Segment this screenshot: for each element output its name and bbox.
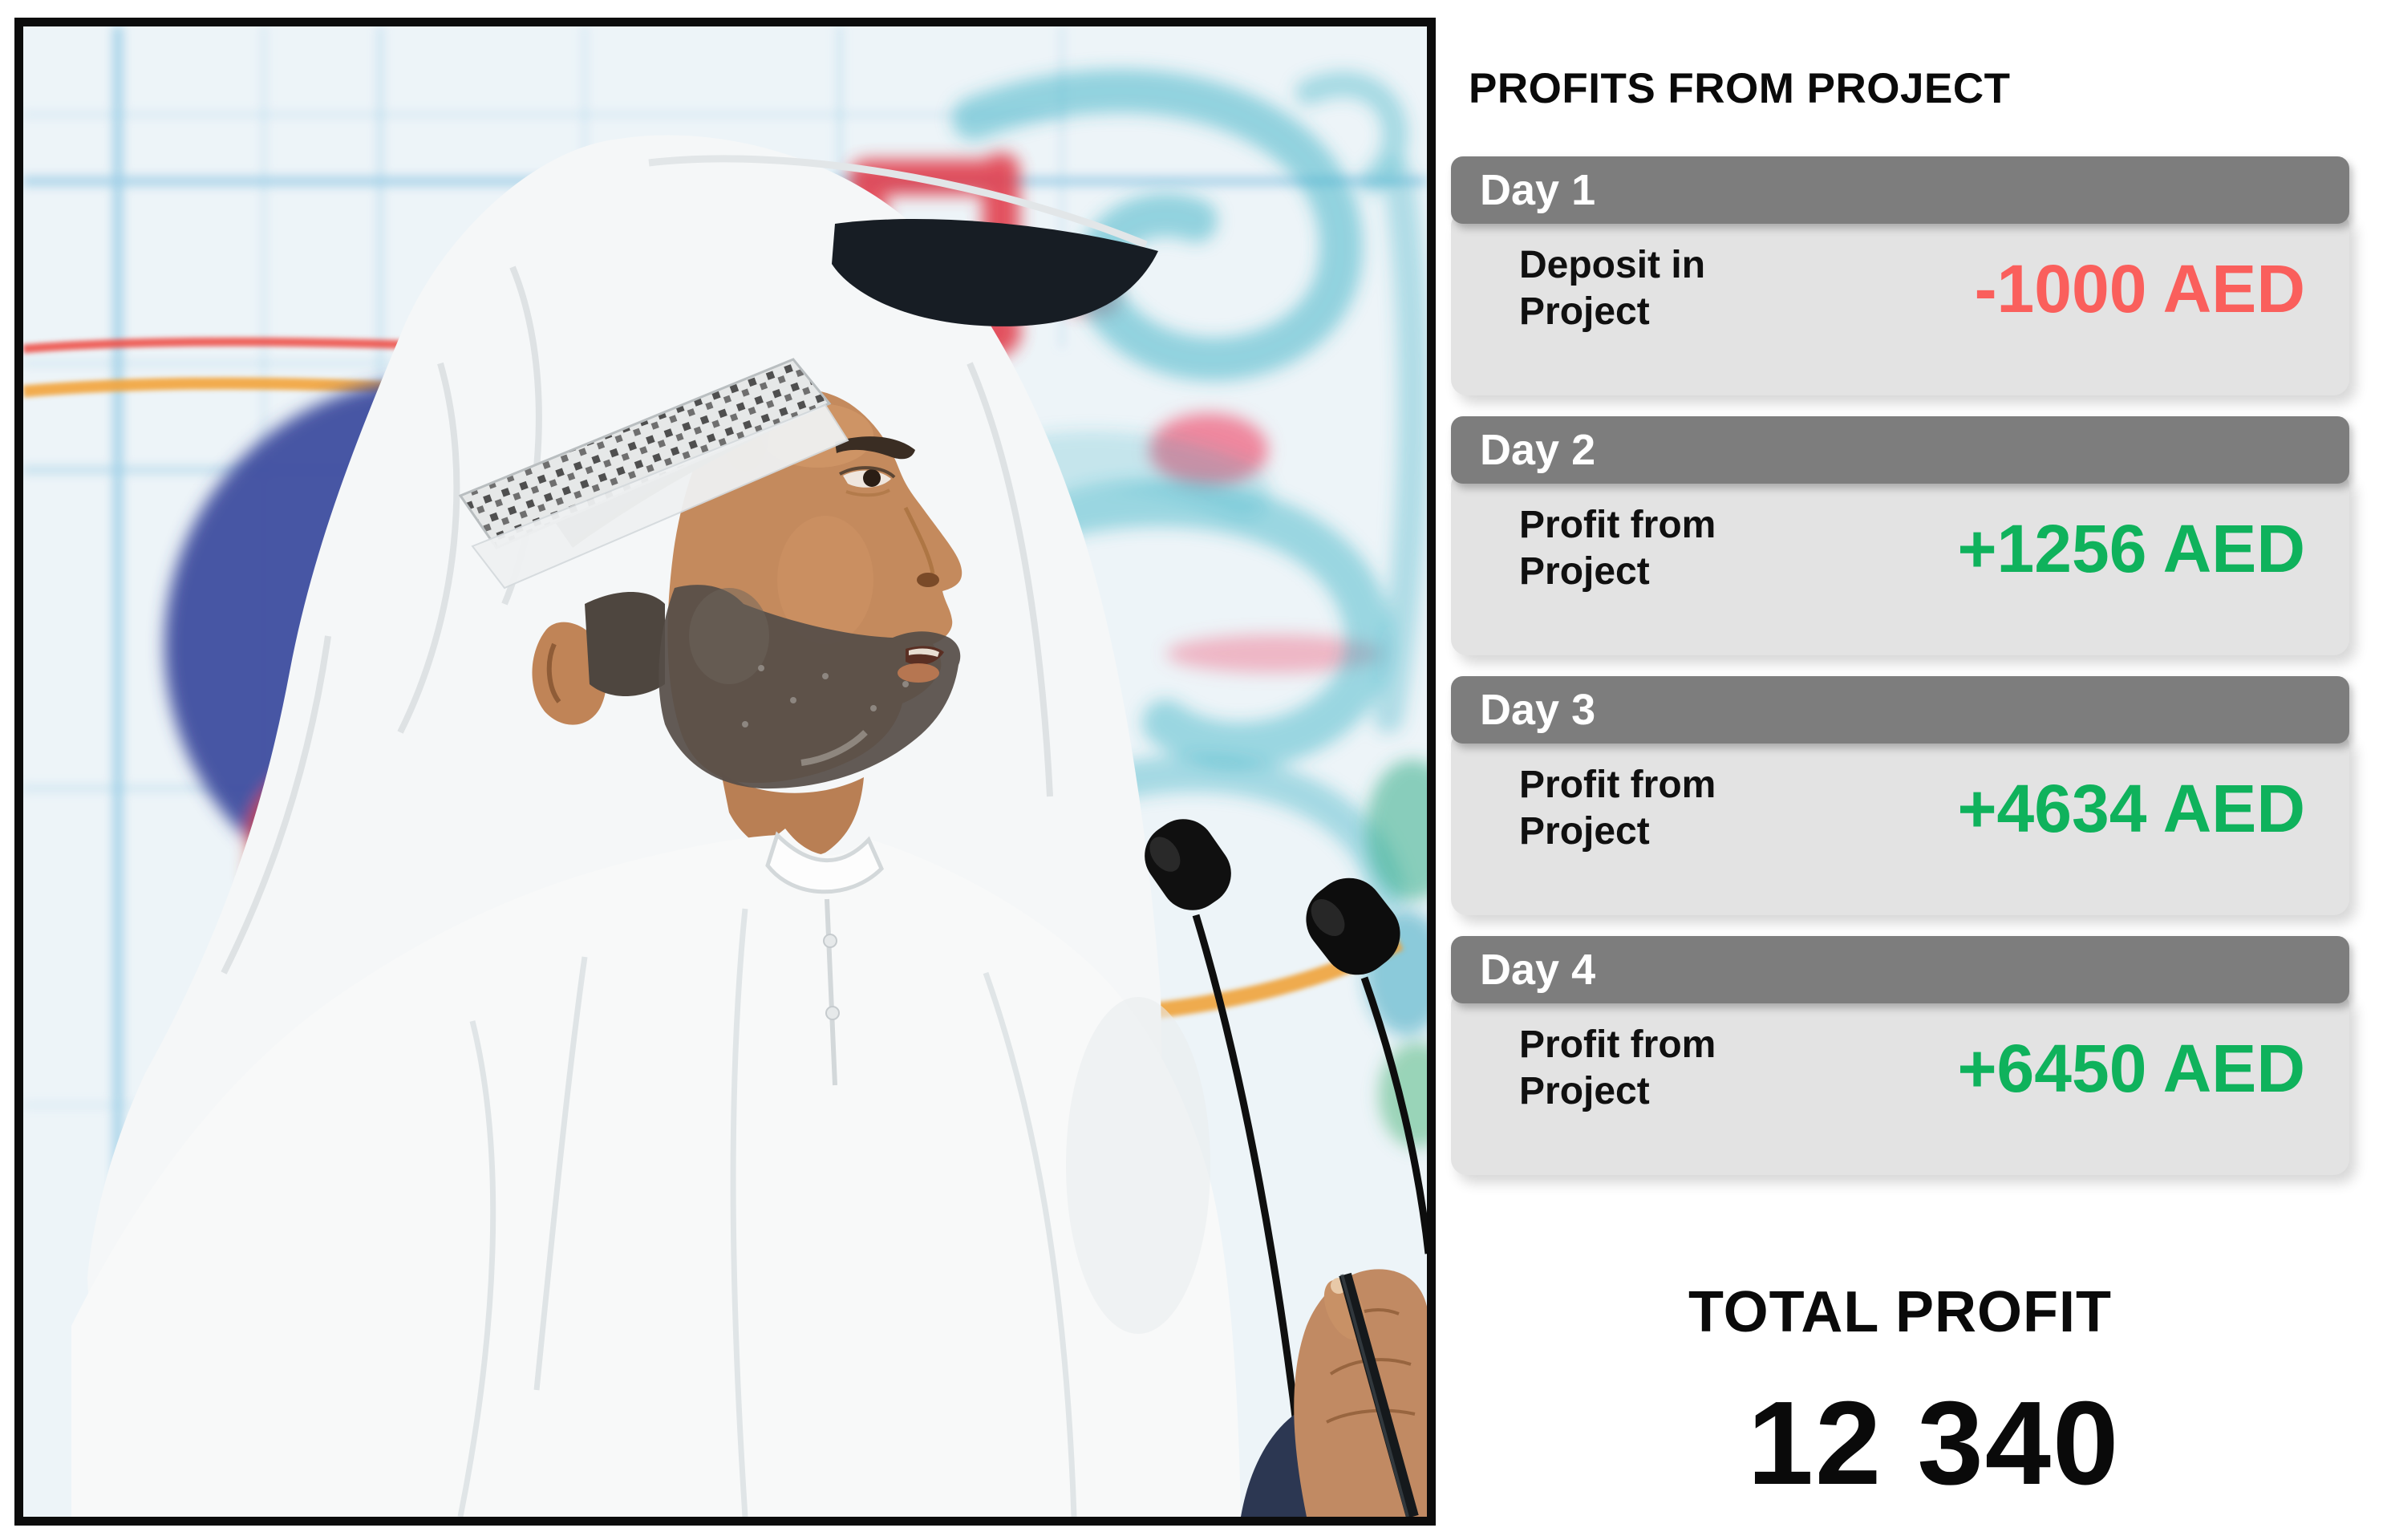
day-label: Day 2: [1480, 426, 1596, 474]
day-card-header: Day 3: [1451, 676, 2349, 744]
day-card-4: Day 4 Profit from Project +6450 AED: [1451, 936, 2349, 1175]
day-label: Day 3: [1480, 686, 1596, 734]
day-card-header: Day 4: [1451, 936, 2349, 1003]
card-value: +1256 AED: [1957, 511, 2306, 586]
total-profit-value: 12 340: [1747, 1377, 2121, 1510]
speaker-neck: [721, 772, 864, 858]
card-description: Profit from Project: [1519, 1023, 1716, 1112]
speaker-eye: [835, 436, 915, 497]
panel-title: PROFITS FROM PROJECT: [1469, 65, 2011, 112]
card-description: Profit from Project: [1519, 504, 1716, 593]
card-description: Deposit in Project: [1519, 244, 1706, 333]
card-value: +6450 AED: [1957, 1031, 2306, 1106]
total-profit-block: TOTAL PROFIT 12 340: [1451, 1283, 2349, 1503]
day-cards: Day 1 Deposit in Project -1000 AED Day 2…: [1451, 156, 2349, 1175]
total-profit-label: TOTAL PROFIT: [1688, 1280, 2112, 1344]
speaker-photo-illustration: [23, 26, 1427, 1517]
day-label: Day 4: [1480, 946, 1596, 994]
microphone-icon-2: [1306, 877, 1427, 1254]
card-description: Profit from Project: [1519, 764, 1716, 853]
speaker-photo: [14, 18, 1436, 1526]
day-card-body: Deposit in Project -1000 AED: [1451, 214, 2349, 395]
day-card-header: Day 1: [1451, 156, 2349, 224]
speaker-mouth: [898, 646, 944, 683]
day-card-body: Profit from Project +6450 AED: [1451, 994, 2349, 1175]
day-card-2: Day 2 Profit from Project +1256 AED: [1451, 416, 2349, 655]
day-card-body: Profit from Project +1256 AED: [1451, 474, 2349, 655]
card-value: +4634 AED: [1957, 771, 2306, 846]
speaker-robe: [71, 829, 1241, 1517]
speaker-beard: [659, 585, 961, 789]
profits-panel: PROFITS FROM PROJECT Day 1 Deposit in Pr…: [1451, 0, 2349, 1196]
day-label: Day 1: [1480, 166, 1596, 214]
robe-collar: [765, 831, 884, 894]
day-card-3: Day 3 Profit from Project +4634 AED: [1451, 676, 2349, 915]
robe-placket: [825, 898, 837, 1086]
speaker-figure: [71, 135, 1427, 1517]
nostril: [917, 573, 939, 587]
mic-stand-rod: [1339, 1272, 1419, 1517]
day-card-header: Day 2: [1451, 416, 2349, 484]
ghutra-mesh-band: [458, 358, 849, 590]
day-card-1: Day 1 Deposit in Project -1000 AED: [1451, 156, 2349, 395]
sideburn-hair: [585, 592, 665, 696]
card-value: -1000 AED: [1974, 251, 2305, 326]
headdress-dark-fold: [832, 219, 1158, 326]
day-card-body: Profit from Project +4634 AED: [1451, 734, 2349, 915]
